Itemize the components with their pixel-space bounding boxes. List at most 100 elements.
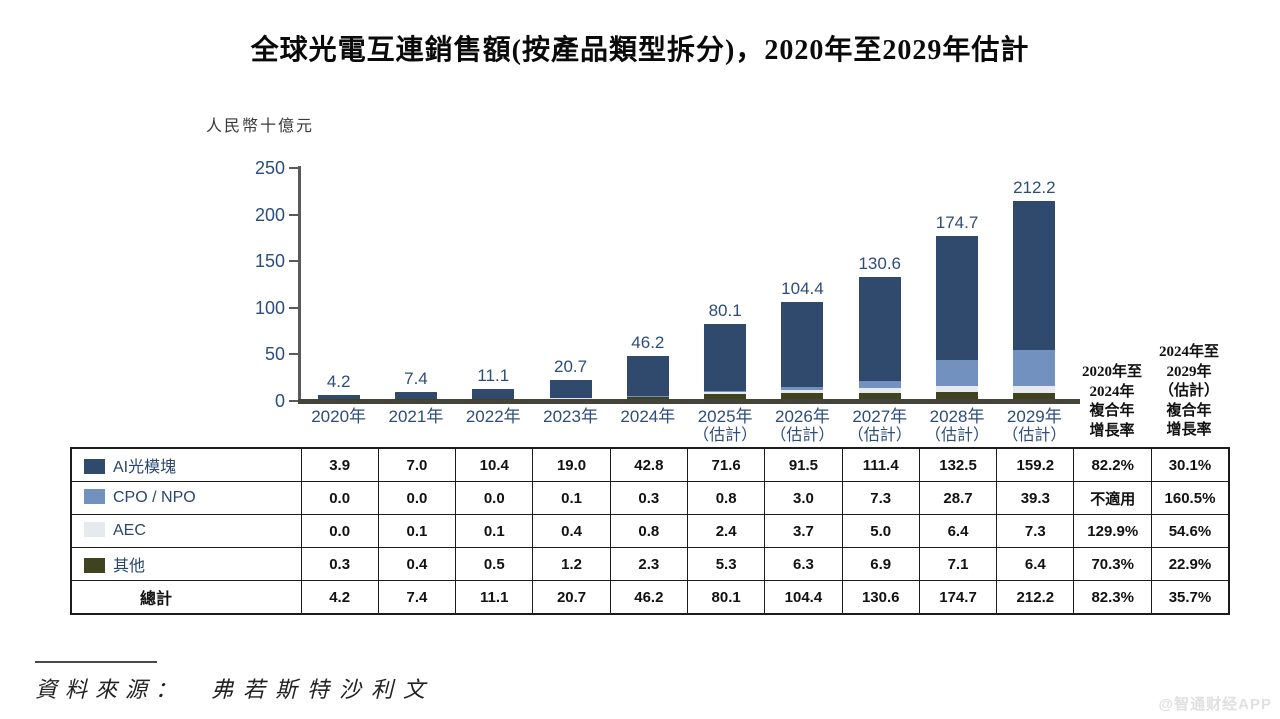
bar-segment-CPO / NPO: [781, 386, 824, 390]
y-axis-tick-label: 250: [254, 158, 285, 178]
table-cell: 6.3: [764, 547, 843, 581]
source-note: 資料來源： 弗若斯特沙利文: [35, 672, 435, 704]
bar-segment-AI光模塊: [1013, 201, 1056, 350]
x-axis-category-note: （估計）: [693, 427, 758, 444]
x-axis-category-label: 2024年: [620, 407, 676, 426]
table-cell: 30.1%: [1150, 447, 1230, 482]
y-axis-tick-label: 50: [264, 344, 285, 365]
bar-segment-其他: [626, 396, 669, 399]
bar-segment-AI光模塊: [781, 301, 824, 387]
table-cell: 39.3: [996, 481, 1075, 515]
y-axis-tick-label: 150: [254, 251, 285, 272]
table-cell: 111.4: [841, 447, 920, 482]
table-cell: 0.1: [532, 481, 611, 515]
cagr-header-line: 複合年: [1166, 402, 1212, 419]
table-cell: 71.6: [686, 447, 766, 482]
table-cell: 0.1: [455, 514, 534, 548]
table-cell: 7.4: [377, 580, 457, 615]
y-axis-unit-label: 人民幣十億元: [206, 118, 315, 135]
table-cell: 80.1: [686, 580, 766, 615]
bar-segment-CPO / NPO: [704, 391, 747, 392]
cagr-header-line: 2029年: [1166, 363, 1212, 380]
bar-total-label: 7.4: [404, 369, 428, 389]
table-cell: 129.9%: [1073, 514, 1152, 548]
cagr-header-line: 2020年至: [1081, 364, 1142, 380]
table-cell: 3.0: [764, 481, 843, 515]
table-cell: 159.2: [996, 447, 1075, 482]
bar-segment-CPO / NPO: [936, 359, 979, 387]
source-divider: [35, 661, 157, 663]
table-cell: 0.0: [300, 481, 379, 515]
table-cell: 54.6%: [1150, 514, 1230, 548]
bar-total-label: 174.7: [935, 213, 979, 233]
table-cell: 6.4: [918, 514, 998, 548]
table-cell: 174.7: [918, 580, 998, 615]
y-axis-tick: [289, 260, 299, 263]
y-axis-line: [298, 166, 301, 404]
table-row: 總計 4.2 7.4 11.1 20.7 46.2 80.1 104.4 130.6 174.7 2…: [70, 580, 1230, 615]
table-cell: 70.3%: [1073, 547, 1152, 581]
table-cell: 2.4: [686, 514, 766, 548]
bar-total-label: 130.6: [858, 254, 902, 274]
table-row: AEC 0.0 0.1 0.1 0.4 0.8 2.4 3.7 5.0 6.4 7.3 129.9% 5…: [70, 514, 1230, 548]
y-axis-tick: [289, 306, 299, 309]
table-cell: 160.5%: [1150, 481, 1230, 515]
y-axis-tick-label: 200: [254, 204, 285, 225]
source-value: 弗若斯特沙利文: [211, 677, 436, 702]
x-axis-category-label: 2020年: [311, 407, 367, 426]
table-cell: 0.1: [377, 514, 457, 548]
bar-segment-AI光模塊: [472, 388, 515, 399]
table-row: 其他 0.3 0.4 0.5 1.2 2.3 5.3 6.3 6.9 7.1 6.4 70.3% 22.…: [70, 547, 1230, 581]
y-axis-tick-label: 100: [254, 297, 285, 318]
table-cell: 6.9: [841, 547, 920, 581]
bar-total-label: 20.7: [554, 356, 588, 376]
bar-segment-其他: [549, 397, 592, 399]
legend-swatch: [84, 522, 105, 537]
legend-swatch: [84, 459, 105, 474]
y-axis-tick: [289, 213, 299, 216]
y-axis-tick: [289, 400, 299, 402]
cagr-header-2020-2024: 2020年至 2024年 複合年 增長率: [1072, 363, 1152, 441]
table-cell: 0.0: [377, 481, 457, 515]
table-cell: 0.4: [532, 514, 611, 548]
x-axis-category-label: 2021年: [388, 407, 444, 426]
x-axis-category-note: （估計）: [925, 427, 990, 444]
table-cell: 4.2: [300, 580, 379, 615]
row-label: 總計: [70, 580, 302, 615]
bar-segment-AEC: [858, 387, 901, 393]
table-cell: 0.5: [455, 547, 534, 581]
cagr-header-line: 增長率: [1166, 422, 1212, 438]
legend-swatch: [84, 558, 105, 573]
watermark: @智通财经APP: [1158, 696, 1272, 713]
y-axis-tick-label: 0: [274, 391, 285, 411]
table-cell: 7.3: [841, 481, 920, 515]
row-label: CPO / NPO: [70, 481, 302, 515]
x-axis-category-label: 2022年: [465, 407, 521, 426]
bar-total-label: 11.1: [477, 365, 510, 385]
bar-total-label: 46.2: [631, 332, 665, 352]
x-axis-category-label: 2027年 （估計）: [833, 407, 927, 445]
table-cell: 212.2: [996, 580, 1075, 615]
table-cell: 82.3%: [1073, 580, 1152, 615]
table-cell: 3.7: [764, 514, 843, 548]
table-cell: 1.2: [532, 547, 611, 581]
table-cell: 42.8: [609, 447, 688, 482]
bar-segment-其他: [781, 393, 824, 399]
table-cell: 10.4: [455, 447, 534, 482]
bar-segment-AI光模塊: [626, 355, 669, 396]
table-cell: 不適用: [1073, 481, 1152, 515]
row-label: 其他: [70, 547, 302, 581]
bar-total-label: 80.1: [708, 301, 742, 321]
table-cell: 0.8: [686, 481, 766, 515]
bar-total-label: 104.4: [781, 278, 824, 298]
table-cell: 11.1: [455, 580, 534, 615]
bar-segment-AEC: [781, 389, 824, 394]
source-label: 資料來源：: [35, 677, 186, 702]
table-cell: 46.2: [609, 580, 688, 615]
bar-segment-AI光模塊: [317, 395, 360, 399]
x-axis-category-label: 2026年 （估計）: [755, 407, 849, 445]
table-cell: 0.3: [609, 481, 688, 515]
table-cell: 104.4: [764, 580, 843, 615]
table-cell: 0.3: [300, 547, 379, 581]
